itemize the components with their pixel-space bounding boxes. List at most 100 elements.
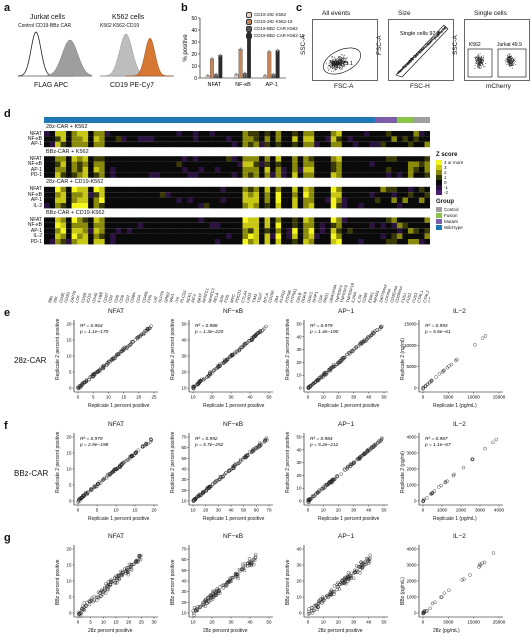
heatmap-cell	[55, 239, 61, 245]
g-ytick: 0	[414, 611, 417, 616]
heatmap-cell	[170, 141, 177, 148]
e-point	[231, 352, 235, 356]
heatmap-cell	[121, 228, 128, 234]
c-xlabel: mCherry	[486, 83, 511, 90]
e-point	[237, 347, 242, 351]
g-point	[234, 574, 238, 579]
heatmap-cell	[363, 239, 370, 245]
heatmap-cell	[148, 136, 155, 142]
g-point	[121, 571, 125, 575]
e-point	[255, 331, 259, 335]
heatmap-cell	[374, 222, 381, 229]
heatmap-cell	[253, 131, 260, 137]
heatmap-cell	[275, 217, 282, 223]
heatmap-cell	[198, 172, 205, 178]
heatmap-cell	[198, 161, 205, 167]
f-ytick: 2000	[406, 467, 417, 472]
e-xlabel: Replicate 1 (pg/mL)	[433, 403, 477, 409]
heatmap-cell	[49, 233, 56, 239]
f-point	[445, 479, 449, 483]
heatmap-cell	[198, 186, 205, 193]
group-bar-cell	[413, 117, 420, 123]
heatmap-cell	[347, 217, 354, 223]
f-point	[494, 437, 499, 442]
f-point	[365, 448, 370, 452]
heatmap-cell	[192, 186, 199, 193]
heatmap-cell	[369, 233, 376, 239]
heatmap-cell	[385, 203, 392, 209]
heatmap-cell	[159, 172, 166, 178]
f-xtick: 60	[254, 508, 260, 513]
e-point	[96, 370, 100, 374]
heatmap-cell	[66, 203, 72, 209]
heatmap-cell	[264, 172, 271, 178]
e-ytick: 50	[181, 322, 187, 327]
f-point	[239, 457, 243, 462]
g-xtick: 20	[336, 620, 342, 625]
heatmap-cell	[104, 192, 111, 198]
heatmap-cell	[352, 167, 359, 173]
heatmap-cell	[270, 172, 276, 178]
heatmap-cell	[292, 222, 298, 229]
e-point	[206, 374, 210, 378]
heatmap-cell	[49, 141, 56, 148]
heatmap-cell	[44, 222, 50, 229]
heatmap-cell	[77, 197, 83, 203]
heatmap-cell	[71, 136, 78, 142]
heatmap-cell	[225, 136, 232, 142]
heatmap-cell	[413, 217, 420, 223]
e-point	[340, 358, 344, 362]
g-point	[433, 600, 437, 604]
heatmap-cell	[248, 172, 254, 178]
heatmap-cell	[303, 131, 309, 137]
zscore-tick-label: 1	[444, 175, 447, 180]
f-xlabel: Replicate 1 (pg/mL)	[433, 516, 477, 522]
heatmap-cell	[165, 192, 172, 198]
heatmap-cell	[380, 197, 387, 203]
heatmap-cell	[374, 203, 381, 209]
heatmap-cell	[93, 172, 100, 178]
heatmap-cell	[82, 233, 89, 239]
heatmap-cell	[93, 156, 100, 162]
g-point	[360, 566, 364, 570]
g-point	[228, 577, 233, 581]
f-point	[425, 496, 429, 500]
heatmap-cell	[391, 141, 398, 148]
heatmap-cell	[44, 239, 50, 245]
heatmap-cell	[292, 217, 298, 223]
f-point	[345, 467, 349, 471]
g-point	[205, 599, 209, 603]
heatmap-cell	[104, 156, 111, 162]
e-point	[247, 339, 252, 343]
heatmap-cell	[88, 228, 94, 234]
heatmap-cell	[126, 136, 133, 142]
g-point	[335, 587, 339, 592]
group-bar-cell	[264, 117, 271, 123]
g-point	[218, 591, 222, 595]
heatmap-cell	[380, 172, 387, 178]
g-point	[352, 576, 356, 580]
heatmap-cell	[292, 228, 298, 234]
a-left-title: Jurkat cells	[30, 14, 66, 21]
heatmap-cell	[176, 192, 183, 198]
g-plot-title: IL−2	[453, 533, 466, 540]
g-point	[209, 598, 213, 602]
heatmap-cell	[132, 172, 139, 178]
e-point	[91, 372, 95, 377]
e-point	[122, 345, 126, 350]
g-point	[246, 564, 250, 568]
g-ylabel: BBz percent positive	[55, 559, 61, 605]
g-xlabel: 28z percent positive	[203, 628, 248, 634]
group-bar-cell	[115, 117, 122, 123]
f-p-label: p = 1.1e−67	[424, 442, 451, 448]
g-point	[99, 594, 103, 599]
heatmap-cell	[198, 197, 205, 203]
heatmap-cell	[181, 167, 188, 173]
heatmap-cell	[187, 217, 194, 223]
e-p-label: p = 5.6e−61	[424, 329, 451, 335]
heatmap-cell	[330, 203, 337, 209]
f-point	[102, 476, 106, 481]
d-row-label: IL-2	[33, 202, 42, 209]
heatmap-cell	[148, 217, 155, 223]
heatmap-cell	[314, 167, 321, 173]
